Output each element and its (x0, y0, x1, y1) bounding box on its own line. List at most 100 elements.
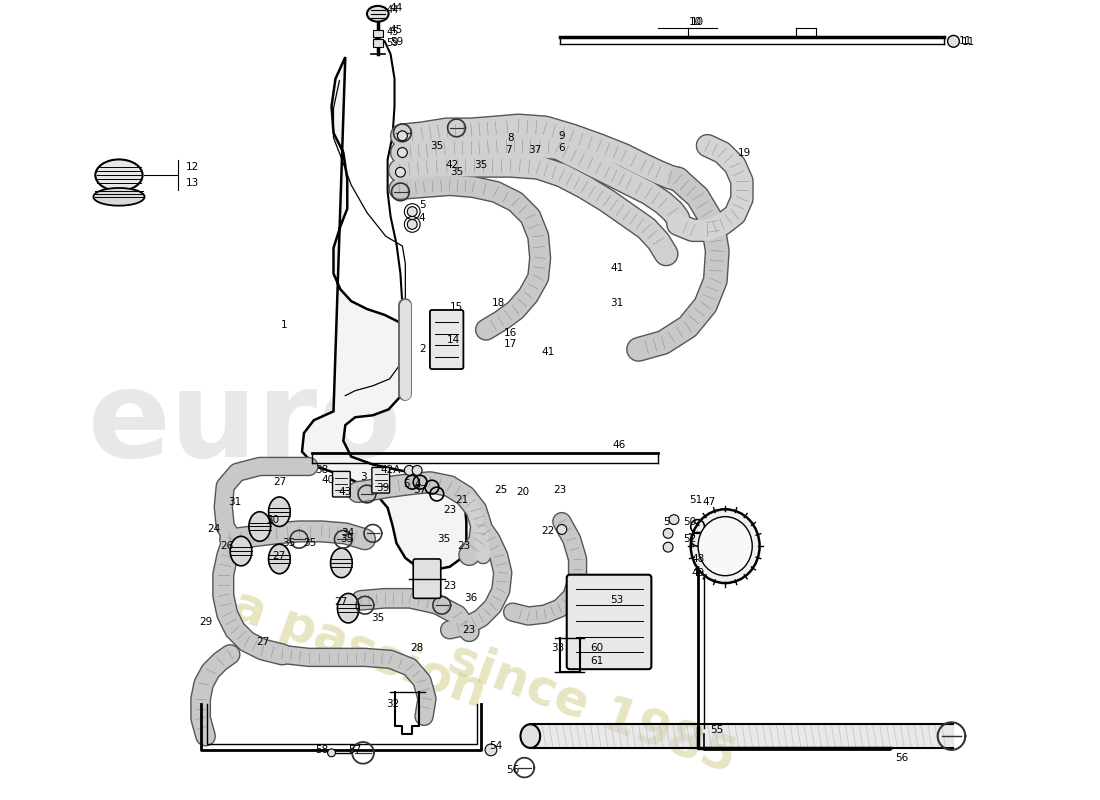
Text: 3: 3 (360, 472, 366, 482)
Text: 53: 53 (610, 595, 624, 606)
Text: 35: 35 (341, 534, 354, 544)
Text: 42: 42 (446, 160, 459, 170)
Text: 59: 59 (386, 38, 398, 48)
Ellipse shape (230, 536, 252, 566)
Text: 27: 27 (334, 598, 348, 607)
Text: 20: 20 (516, 487, 529, 497)
Text: 2: 2 (419, 344, 426, 354)
Text: 58: 58 (315, 745, 328, 755)
FancyBboxPatch shape (332, 471, 350, 497)
Ellipse shape (698, 517, 752, 576)
Text: 39: 39 (376, 483, 389, 493)
Circle shape (669, 514, 679, 525)
Text: 47: 47 (703, 497, 716, 507)
Text: euro: euro (88, 365, 402, 482)
Text: 10: 10 (691, 17, 704, 26)
Text: 13: 13 (186, 178, 199, 188)
Circle shape (397, 148, 407, 158)
Circle shape (328, 749, 336, 757)
Text: 51: 51 (689, 495, 702, 505)
Text: 41: 41 (541, 347, 554, 358)
Circle shape (407, 206, 417, 217)
Text: 5: 5 (419, 200, 426, 210)
Text: a passion: a passion (226, 582, 493, 718)
Text: 60: 60 (591, 642, 604, 653)
FancyBboxPatch shape (373, 39, 383, 47)
Text: 29: 29 (199, 617, 212, 627)
Ellipse shape (367, 6, 388, 22)
Ellipse shape (94, 188, 144, 206)
Text: 11: 11 (961, 38, 975, 47)
Text: 14: 14 (447, 334, 460, 345)
Text: 41: 41 (610, 262, 624, 273)
Text: 19: 19 (738, 147, 751, 158)
Text: 48: 48 (691, 554, 704, 564)
Text: 35: 35 (474, 160, 487, 170)
Text: 23: 23 (443, 581, 456, 590)
Circle shape (407, 219, 417, 230)
Text: 32: 32 (386, 698, 399, 709)
Text: 52: 52 (683, 534, 696, 544)
Text: 45: 45 (389, 25, 403, 34)
Circle shape (663, 542, 673, 552)
Ellipse shape (249, 512, 271, 542)
Text: 35: 35 (283, 538, 296, 548)
Text: 50: 50 (683, 517, 696, 526)
Text: 11: 11 (959, 36, 972, 46)
Text: 12: 12 (186, 162, 199, 172)
Text: 23: 23 (443, 505, 456, 514)
Text: 31: 31 (610, 298, 624, 308)
Text: 37: 37 (529, 145, 542, 154)
Ellipse shape (96, 159, 143, 191)
Text: 31: 31 (229, 497, 242, 507)
Text: 40: 40 (321, 475, 334, 486)
Text: 30: 30 (266, 514, 279, 525)
Text: 49: 49 (691, 568, 704, 578)
Text: 33: 33 (551, 642, 564, 653)
Text: 42A: 42A (381, 466, 400, 475)
Text: 54: 54 (490, 741, 503, 751)
Circle shape (405, 466, 415, 475)
Text: 35: 35 (430, 141, 443, 150)
Circle shape (947, 35, 959, 47)
Ellipse shape (691, 510, 760, 583)
Text: 25: 25 (494, 485, 507, 495)
Ellipse shape (338, 594, 359, 623)
Text: 36: 36 (464, 594, 477, 603)
FancyBboxPatch shape (372, 467, 389, 493)
Circle shape (557, 525, 566, 534)
Text: 21: 21 (454, 495, 469, 505)
Text: 15: 15 (450, 302, 463, 312)
Text: since 1985: since 1985 (442, 634, 742, 783)
Text: 35: 35 (304, 538, 317, 548)
FancyBboxPatch shape (566, 574, 651, 669)
Text: 35: 35 (437, 534, 450, 544)
Circle shape (396, 167, 405, 177)
FancyBboxPatch shape (373, 30, 383, 38)
Ellipse shape (330, 548, 352, 578)
Text: 10: 10 (689, 17, 702, 26)
Text: 4: 4 (419, 214, 426, 223)
Polygon shape (302, 57, 466, 570)
Text: 22: 22 (541, 526, 554, 537)
Circle shape (485, 744, 497, 756)
Text: 35: 35 (371, 613, 384, 623)
Text: 23: 23 (456, 541, 470, 551)
Text: 28: 28 (410, 642, 424, 653)
Text: 61: 61 (591, 656, 604, 666)
Text: 45: 45 (386, 27, 398, 38)
Text: 34: 34 (342, 528, 355, 538)
Text: 16: 16 (504, 328, 517, 338)
Ellipse shape (268, 544, 290, 574)
Text: 18: 18 (492, 298, 506, 308)
Circle shape (412, 466, 422, 475)
Text: 26: 26 (221, 541, 234, 551)
Text: 44: 44 (386, 5, 398, 15)
Text: 5: 5 (403, 479, 409, 489)
Text: 27: 27 (273, 551, 286, 561)
Text: 35: 35 (450, 167, 463, 178)
Text: 43: 43 (339, 487, 352, 497)
Text: 7: 7 (505, 145, 512, 154)
Text: 4: 4 (415, 479, 421, 489)
Text: 56: 56 (506, 765, 519, 774)
